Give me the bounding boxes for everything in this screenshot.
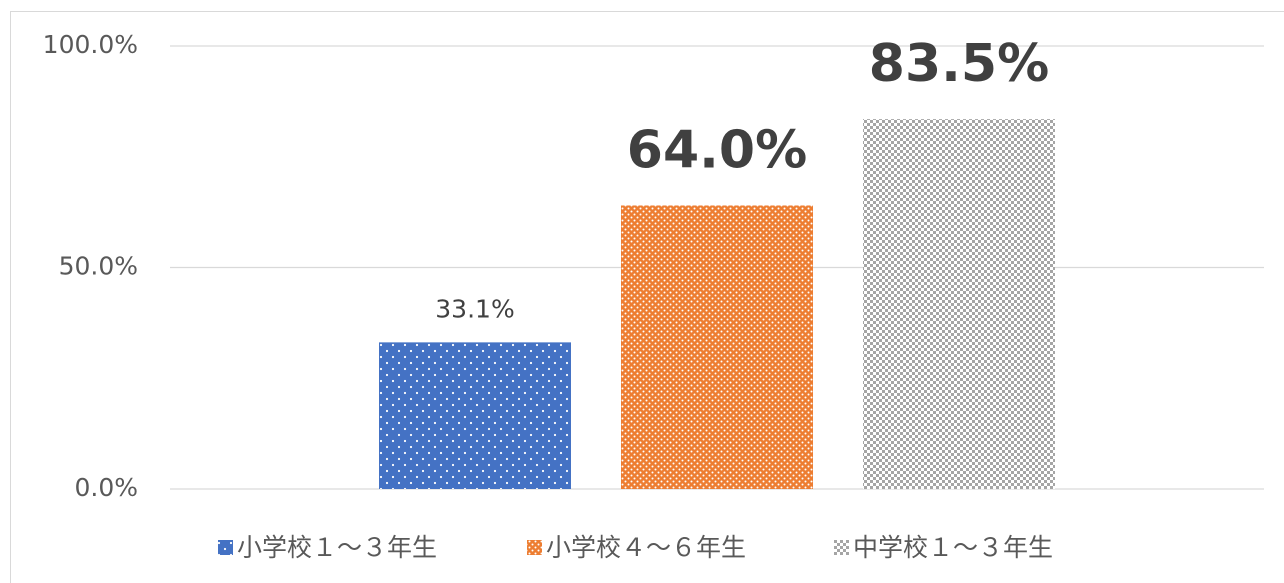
y-tick-label: 100.0% xyxy=(43,30,138,59)
y-tick-label: 50.0% xyxy=(59,252,138,281)
bar xyxy=(863,119,1055,489)
data-label: 83.5% xyxy=(869,34,1049,94)
legend-swatch xyxy=(834,540,849,555)
chart-border xyxy=(10,11,1284,583)
bar xyxy=(621,205,813,490)
legend-swatch xyxy=(527,540,542,555)
data-label: 64.0% xyxy=(627,120,807,180)
legend-swatch xyxy=(218,540,233,555)
legend-label: 小学校４～６年生 xyxy=(546,533,746,562)
bar xyxy=(379,342,571,489)
legend-label: 小学校１～３年生 xyxy=(237,533,437,562)
legend-label: 中学校１～３年生 xyxy=(853,533,1053,562)
data-label: 33.1% xyxy=(435,294,514,323)
y-tick-label: 0.0% xyxy=(74,473,138,502)
